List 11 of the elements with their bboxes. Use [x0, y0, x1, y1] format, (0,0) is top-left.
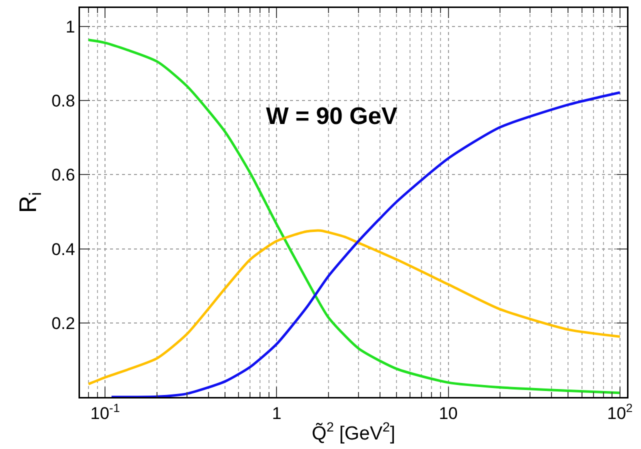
x-tick-label: 10$^{2}$: [607, 400, 634, 423]
x-axis-title: Q̃$^{2}$ [GeV$^{2}$]: [312, 419, 396, 444]
y-tick-label: 0.4: [51, 240, 76, 259]
y-tick-label: 0.6: [51, 166, 76, 185]
x-tick-label: 10: [438, 404, 458, 423]
x-tick-label: 10$^{-1}$: [90, 400, 120, 423]
y-tick-label: 0.8: [51, 92, 76, 111]
y-tick-label: 0.2: [51, 314, 76, 333]
y-tick-label: 1: [66, 17, 76, 36]
x-tick-label: 1: [272, 404, 282, 423]
annotation: W = 90 GeV: [266, 103, 398, 130]
